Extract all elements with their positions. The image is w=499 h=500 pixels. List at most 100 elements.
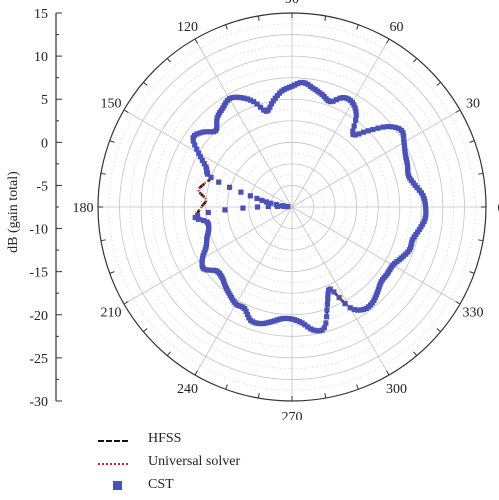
angle-tick-mark [109,140,115,143]
cst-point [274,203,281,209]
angle-tick-mark [166,58,171,63]
angle-tick-mark [257,15,260,21]
cst-point [365,128,371,134]
cst-point [260,320,267,327]
cst-point [330,98,336,104]
cst-point [314,328,320,334]
cst-point [407,244,414,250]
cst-point [401,139,407,145]
cst-point [214,118,220,124]
cst-point [197,154,204,160]
angle-tick-mark [356,384,359,390]
legend-label: CST [148,477,174,492]
cst-point [226,184,233,190]
cst-point [192,214,198,221]
cst-point [393,124,399,131]
cst-point [261,107,267,113]
cst-point [222,207,228,213]
cst-point [402,151,408,157]
cst-point [232,94,238,100]
grid-spoke [194,38,293,208]
radial-tick-label: -5 [36,179,48,194]
cst-point [199,157,205,163]
cst-point [199,258,205,265]
grid-spoke [291,206,461,305]
cst-point [372,295,378,301]
radial-tick-label: 10 [34,50,48,65]
angle-tick-mark [100,172,106,175]
grid-spoke [123,206,293,305]
grid-spoke [123,109,293,208]
cst-point [289,83,295,89]
angle-tick-mark [413,351,418,356]
series-universal-solver-line [191,81,427,333]
cst-point [203,129,209,135]
cst-point [207,129,213,135]
cst-point [274,93,280,99]
cst-point [316,328,323,334]
cst-point [271,318,278,324]
cst-point [300,79,306,86]
angle-tick-mark [455,109,461,113]
cst-point [396,125,402,132]
angle-tick-mark [324,15,327,21]
cst-point [285,204,291,210]
angle-tick-mark [455,301,461,305]
cst-point [208,174,214,181]
cst-point [214,122,220,128]
cst-point [244,96,250,102]
cst-point [210,267,216,273]
cst-point [331,289,337,295]
cst-point [422,201,428,207]
series-layer [190,79,429,334]
angle-tick-label: 30 [466,97,480,112]
legend-label: HFSS [148,431,182,446]
cst-point [356,131,362,137]
cst-point [370,126,376,133]
cst-point [353,112,359,118]
cst-point [421,195,427,201]
cst-point [422,198,428,204]
cst-point [254,195,260,202]
cst-point [201,250,207,256]
cst-point [340,94,346,101]
legend-swatch-dashed [98,440,128,442]
cst-point [294,81,300,87]
radial-tick-label: -20 [29,309,48,324]
cst-point [238,189,244,195]
cst-point [327,286,333,292]
angle-tick-label: 180 [73,201,94,216]
legend-swatch-dotted [98,463,128,465]
legend: HFSS Universal solver CST [90,430,350,499]
angle-tick-mark [225,24,228,30]
cst-point [360,129,367,135]
cst-point [201,161,207,167]
cst-point [254,204,261,210]
cst-point [216,179,222,185]
cst-point [351,306,357,313]
angle-tick-mark [324,393,327,399]
cst-point [263,320,269,326]
cst-point [324,301,330,307]
angle-tick-mark [100,239,106,242]
cst-point [190,135,196,141]
cst-point [292,82,298,88]
cst-point [244,311,251,318]
cst-point [350,131,356,137]
radial-tick-label: 15 [34,7,48,22]
angle-tick-mark [123,301,129,305]
angle-tick-labels: 0 30 60 90 120 150 180 210 240 270 300 330 [73,0,499,420]
radial-tick-label: -30 [29,395,48,410]
cst-point [200,253,206,259]
cst-point [336,294,342,301]
angle-tick-label: 240 [177,382,198,397]
angle-tick-label: 90 [285,0,299,7]
angle-tick-mark [469,140,475,143]
cst-point [423,207,429,213]
angle-tick-label: 0 [498,201,499,216]
cst-point [265,203,271,210]
angle-tick-mark [478,239,484,242]
angle-tick-mark [436,81,441,86]
cst-point [305,324,311,330]
cst-point [281,203,287,210]
